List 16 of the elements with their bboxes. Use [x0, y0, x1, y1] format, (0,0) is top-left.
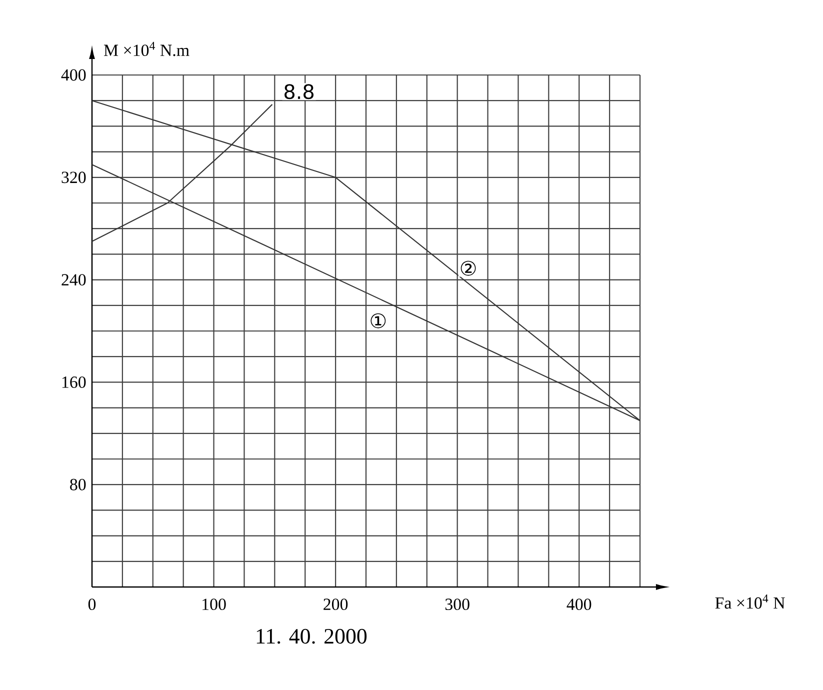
- y-tick-label: 240: [62, 274, 86, 286]
- x-tick-label: 200: [324, 598, 348, 610]
- y-tick-label: 320: [62, 172, 86, 184]
- text: 11. 40. 2000: [256, 628, 367, 644]
- x-tick-label: 100: [202, 598, 226, 610]
- y-axis-title: M ×10$^{4}$ N.m: [104, 42, 190, 56]
- y-tick-label: 80: [70, 478, 86, 490]
- x-tick-label: 400: [566, 598, 592, 610]
- annotation: ①: [370, 313, 386, 328]
- annotation: 8.8: [284, 84, 314, 100]
- y-tick-label: 160: [62, 376, 86, 388]
- x-tick-label: 300: [445, 598, 470, 610]
- annotation: ②: [460, 260, 476, 276]
- y-tick-label: 400: [61, 69, 86, 81]
- x-tick-label: 0: [88, 598, 96, 610]
- x-axis-title: Fa ×10$^{4}$ N: [715, 594, 785, 609]
